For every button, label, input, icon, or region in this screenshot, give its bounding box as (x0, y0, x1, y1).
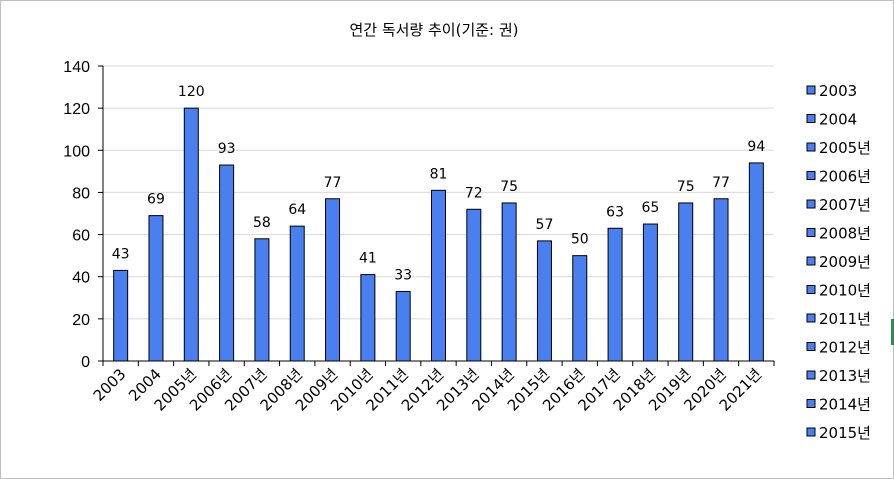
data-label: 120 (178, 84, 205, 100)
y-tick-label: 140 (63, 59, 90, 76)
legend-swatch (806, 256, 816, 266)
bar (678, 202, 694, 362)
y-tick-label: 20 (72, 312, 90, 329)
legend-swatch (806, 114, 816, 123)
y-tick-label: 60 (72, 228, 90, 245)
legend-swatch (806, 142, 816, 152)
bar (254, 238, 270, 362)
legend-label: 2012년 (819, 339, 871, 357)
data-label: 72 (465, 185, 483, 201)
data-label: 50 (571, 232, 589, 248)
y-tick-label: 40 (72, 270, 90, 287)
bar (183, 107, 199, 362)
data-label: 65 (641, 200, 659, 216)
bar (219, 164, 235, 362)
y-tick-label: 0 (81, 354, 90, 371)
y-tick-label: 80 (72, 185, 90, 202)
data-label: 77 (712, 175, 730, 191)
legend-swatch (806, 313, 816, 323)
legend-swatch (806, 399, 816, 408)
data-label: 33 (394, 267, 412, 283)
bar (607, 227, 623, 362)
y-tick-label: 100 (63, 143, 90, 160)
bar (501, 202, 517, 362)
legend-swatch (806, 228, 816, 237)
bar (113, 269, 129, 362)
bar (466, 208, 482, 362)
bar (642, 223, 658, 362)
legend-swatch (806, 199, 816, 209)
legend-label: 2011년 (819, 310, 871, 328)
resize-handle[interactable] (891, 319, 894, 345)
bar (431, 189, 446, 362)
bars (113, 107, 764, 362)
chart-title: 연간 독서량 추이(기준: 권) (349, 21, 518, 39)
legend-swatch (806, 427, 816, 437)
legend-label: 2015년 (819, 424, 871, 442)
y-axis-ticks: 0 20 40 60 80 100 120 140 (63, 59, 90, 371)
legend-label: 2010년 (819, 282, 871, 300)
legend-swatch (806, 85, 816, 95)
legend-swatch (806, 342, 816, 351)
bar (713, 198, 729, 362)
axes (98, 65, 775, 366)
legend: 2003 2004 2005년 2006년 2007년 2008년 2009년 2010년 20… (806, 82, 871, 442)
data-label: 43 (112, 246, 130, 262)
x-tick-label: 2003 (90, 365, 130, 405)
data-label: 93 (218, 141, 236, 157)
legend-label: 2013년 (819, 367, 871, 385)
legend-label: 2007년 (819, 196, 871, 214)
legend-swatch (806, 370, 816, 380)
data-labels: 43 69 120 93 58 64 77 41 33 81 72 75 57 50 63 65 75 77 94 (112, 84, 766, 283)
bar (395, 290, 411, 362)
y-tick-label: 120 (63, 101, 90, 118)
data-label: 41 (359, 251, 377, 267)
data-label: 94 (747, 139, 765, 155)
data-label: 69 (147, 192, 165, 208)
legend-label: 2003 (819, 82, 857, 100)
legend-label: 2004 (819, 111, 857, 129)
legend-label: 2008년 (819, 225, 871, 243)
legend-swatch (806, 285, 816, 294)
data-label: 81 (430, 166, 448, 182)
bar (325, 198, 341, 362)
data-label: 63 (606, 204, 624, 220)
legend-label: 2005년 (819, 139, 871, 157)
legend-label: 2009년 (819, 253, 871, 271)
data-label: 58 (253, 215, 271, 231)
bar (572, 255, 588, 362)
bar (148, 215, 164, 362)
data-label: 57 (536, 217, 554, 233)
legend-label: 2014년 (819, 396, 871, 414)
data-label: 64 (288, 202, 306, 218)
legend-label: 2006년 (819, 168, 871, 186)
data-label: 77 (324, 175, 342, 191)
legend-swatch (806, 171, 816, 180)
bar (536, 240, 552, 362)
x-axis-ticks: 200320042005년2006년2007년2008년2009년2010년20… (90, 365, 765, 414)
data-label: 75 (500, 179, 518, 195)
bar (748, 162, 764, 362)
data-label: 75 (677, 179, 695, 195)
bar (360, 274, 376, 362)
bar (289, 225, 305, 362)
